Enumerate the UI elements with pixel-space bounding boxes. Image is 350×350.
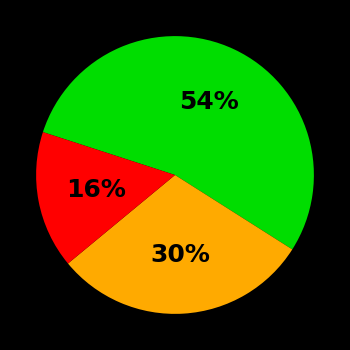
Text: 54%: 54% — [180, 90, 239, 114]
Text: 16%: 16% — [66, 178, 126, 202]
Text: 30%: 30% — [150, 243, 210, 267]
Wedge shape — [68, 175, 292, 314]
Wedge shape — [36, 132, 175, 264]
Wedge shape — [43, 36, 314, 250]
